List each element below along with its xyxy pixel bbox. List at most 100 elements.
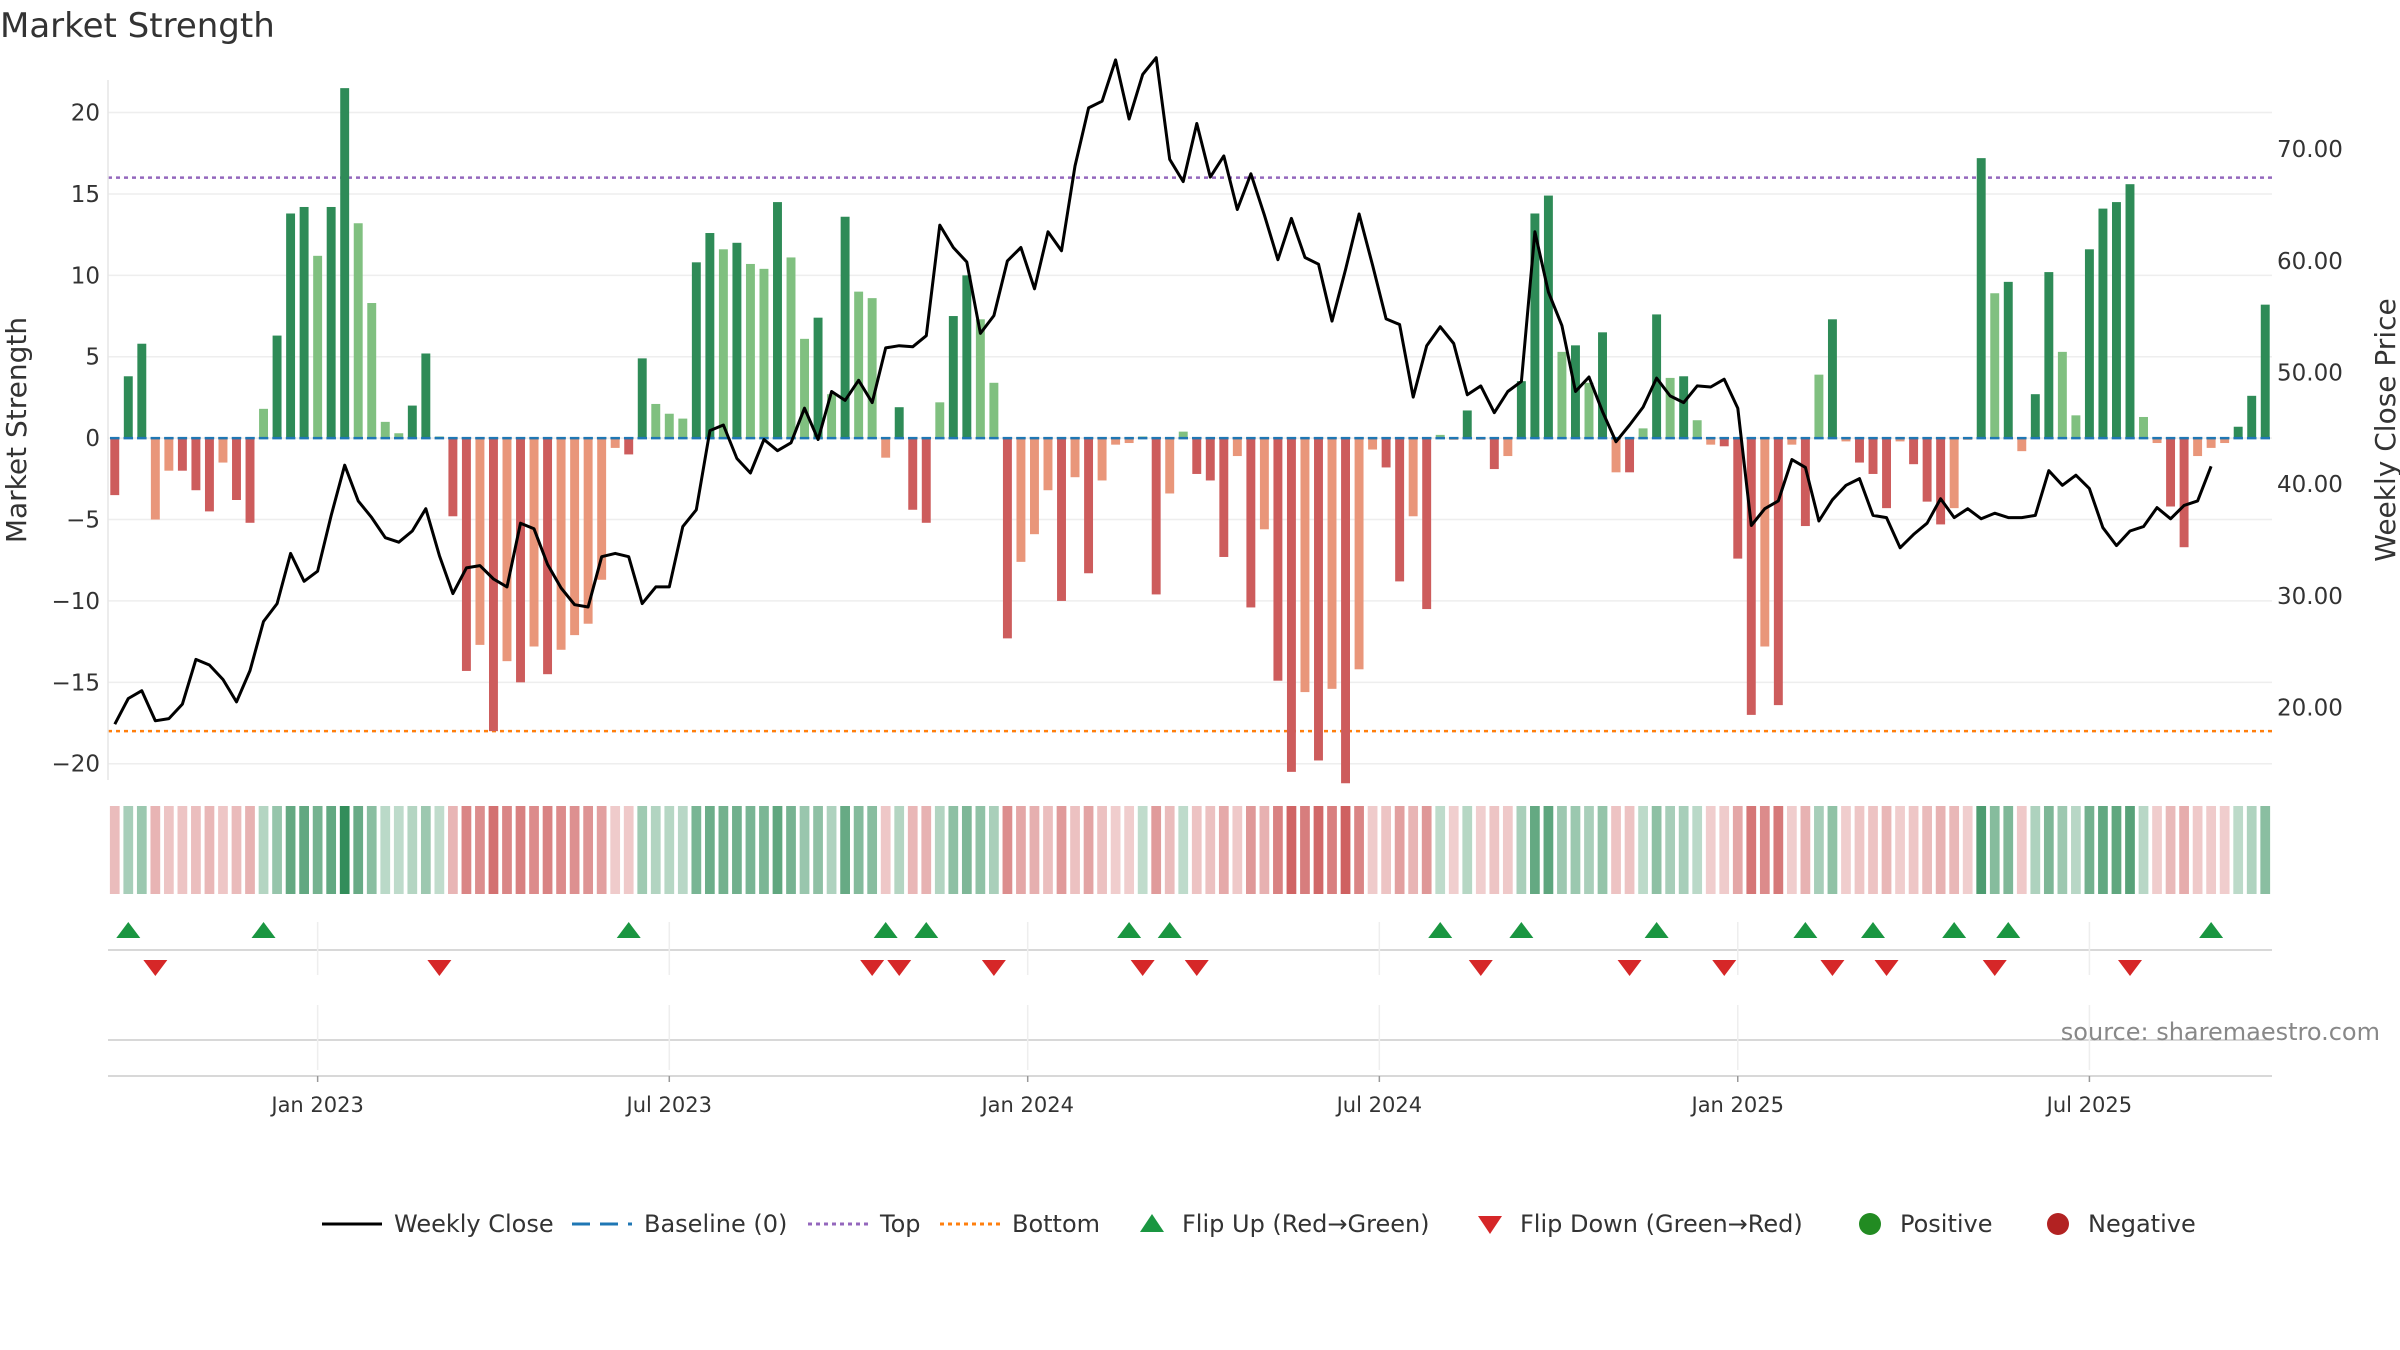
- heat-cell: [231, 806, 242, 894]
- strength-bar: [1841, 438, 1851, 442]
- flip-markers: [108, 922, 2272, 1041]
- strength-bar: [1205, 438, 1215, 481]
- strength-bar: [1584, 382, 1594, 439]
- date-tick-label: Jan 2023: [269, 1093, 364, 1117]
- strength-bar: [1192, 438, 1202, 474]
- legend-label: Positive: [1900, 1210, 1993, 1238]
- flip-down-marker: [1982, 960, 2007, 976]
- heat-cell: [434, 806, 445, 894]
- legend-item: Flip Up (Red→Green): [1140, 1210, 1430, 1238]
- strength-bar: [678, 418, 688, 439]
- heat-cell: [1611, 806, 1621, 894]
- legend-item: Weekly Close: [322, 1210, 554, 1238]
- heat-cell: [1043, 806, 1053, 894]
- strength-bar: [1652, 314, 1662, 439]
- heat-cell: [1435, 806, 1446, 894]
- strength-bar: [583, 438, 593, 624]
- heat-cell: [1205, 806, 1216, 894]
- heat-cell: [1083, 806, 1094, 894]
- strength-bar: [840, 216, 850, 439]
- strength-bar: [800, 338, 810, 439]
- strength-bar: [1368, 438, 1378, 450]
- heat-cell: [1584, 806, 1594, 894]
- heat-cell: [1624, 806, 1635, 894]
- heat-cell: [1124, 806, 1135, 894]
- strength-bar: [1746, 438, 1756, 715]
- strength-bar: [2166, 438, 2176, 507]
- heat-cell: [109, 806, 120, 894]
- heat-cell: [1056, 806, 1067, 894]
- strength-bar: [1760, 438, 1770, 647]
- strength-bar: [137, 343, 147, 439]
- heat-cell: [759, 806, 769, 894]
- strength-bar: [529, 438, 539, 647]
- y-left-tick-label: 20: [71, 101, 100, 127]
- y-axis-right-title: Weekly Close Price: [2369, 298, 2400, 561]
- date-tick-label: Jan 2024: [979, 1093, 1074, 1117]
- strength-bar: [488, 438, 498, 732]
- strength-bar: [2017, 438, 2027, 452]
- strength-heat-strip: [109, 806, 2271, 894]
- strength-bar: [664, 413, 674, 439]
- strength-bar: [1638, 428, 1648, 439]
- heat-cell: [353, 806, 364, 894]
- y-left-tick-label: −20: [51, 752, 100, 778]
- flip-down-marker: [1820, 960, 1845, 976]
- heat-cell: [326, 806, 337, 894]
- heat-cell: [2206, 806, 2217, 894]
- strength-bar: [813, 317, 823, 439]
- y-right-tick-label: 60.00: [2277, 249, 2343, 275]
- heat-cell: [380, 806, 391, 894]
- heat-cell: [339, 806, 350, 894]
- strength-bar: [827, 394, 837, 439]
- flip-down-marker: [1874, 960, 1899, 976]
- y-axis-left-title: Market Strength: [0, 317, 33, 543]
- heat-cell: [245, 806, 255, 894]
- strength-bar: [204, 438, 214, 512]
- strength-bar: [421, 353, 431, 439]
- strength-bar: [516, 438, 525, 683]
- heat-cell: [2003, 806, 2014, 894]
- heat-cell: [948, 806, 959, 894]
- strength-bar: [1043, 438, 1053, 491]
- y-right-tick-label: 40.00: [2277, 472, 2343, 498]
- heat-cell: [1029, 806, 1040, 894]
- date-tick-label: Jul 2024: [1335, 1093, 1422, 1117]
- strength-bar: [1057, 438, 1066, 601]
- heat-cell: [529, 806, 539, 894]
- heat-cell: [1421, 806, 1432, 894]
- strength-bar: [1435, 434, 1445, 439]
- heat-cell: [299, 806, 309, 894]
- heat-cell: [1841, 806, 1851, 894]
- strength-bar: [1895, 438, 1905, 442]
- heat-cell: [772, 806, 783, 894]
- flip-up-marker: [1861, 922, 1886, 938]
- legend-label: Weekly Close: [394, 1210, 554, 1238]
- heat-cell: [623, 806, 634, 894]
- flip-up-marker: [251, 922, 276, 938]
- heat-cell: [163, 806, 174, 894]
- flip-down-marker: [1130, 960, 1155, 976]
- heat-cell: [1854, 806, 1865, 894]
- strength-bar: [1219, 438, 1229, 557]
- flip-up-marker: [1117, 922, 1142, 938]
- legend-label: Negative: [2088, 1210, 2196, 1238]
- strength-bar: [637, 358, 647, 439]
- strength-bar: [597, 438, 607, 580]
- heat-cell: [1570, 806, 1581, 894]
- y-left-tick-label: −10: [51, 589, 100, 615]
- heat-cell: [1705, 806, 1716, 894]
- heat-cell: [1178, 806, 1189, 894]
- heat-cell: [2246, 806, 2257, 894]
- heat-cell: [1908, 806, 1919, 894]
- heat-cell: [907, 806, 918, 894]
- strength-bar: [123, 376, 133, 439]
- heat-cell: [1097, 806, 1107, 894]
- heat-cell: [1408, 806, 1419, 894]
- level-lines: [108, 176, 2272, 733]
- strength-bar: [1692, 420, 1702, 439]
- heat-cell: [2179, 806, 2189, 894]
- heat-cell: [1367, 806, 1378, 894]
- strength-bar: [1084, 438, 1094, 574]
